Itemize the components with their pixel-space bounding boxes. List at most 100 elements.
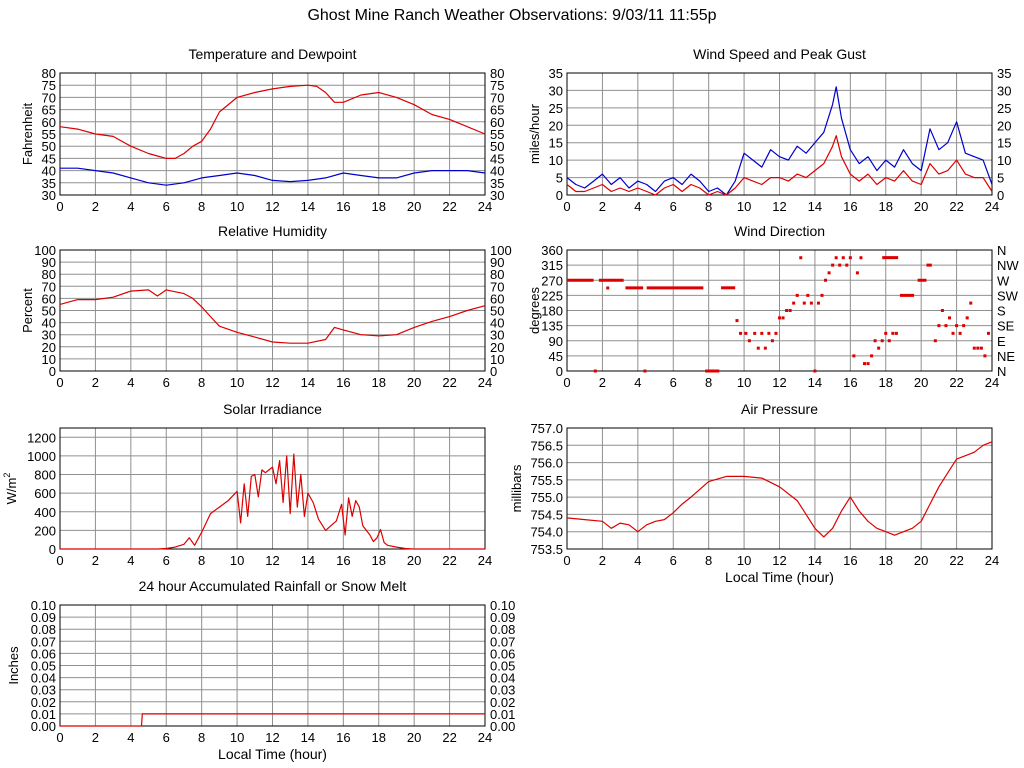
- wind-direction-direction-point: [880, 339, 884, 343]
- humidity-y-axis-label-text: Percent: [20, 288, 35, 333]
- temperature-x-tick-label: 16: [336, 199, 350, 214]
- wind-direction-x-tick-label: 2: [599, 375, 606, 390]
- rainfall-y-tick-label: 0.08: [31, 622, 56, 637]
- humidity-x-tick-label: 0: [56, 375, 63, 390]
- pressure-y-tick-label: 753.5: [530, 542, 563, 557]
- rainfall-y-tick-label: 0.01: [31, 707, 56, 722]
- pressure-x-tick-label: 24: [985, 553, 999, 568]
- wind-direction-frame: [566, 249, 993, 372]
- wind-direction-direction-point: [763, 346, 767, 350]
- temperature-right-tick-label: 65: [490, 103, 504, 118]
- rainfall-right-tick-label: 0.03: [490, 683, 515, 698]
- solar-y-tick-label: 0: [49, 542, 56, 557]
- pressure-x-tick-label: 20: [914, 553, 928, 568]
- humidity-y-tick-label: 40: [42, 316, 56, 331]
- pressure-x-tick-label: 6: [670, 553, 677, 568]
- humidity-x-tick-label: 10: [230, 375, 244, 390]
- wind-speed-series-peak-gust: [566, 86, 993, 196]
- rainfall-series-accumulated-rainfall: [60, 713, 485, 727]
- solar-y-tick-label: 400: [34, 505, 56, 520]
- solar-x-tick-label: 14: [301, 553, 315, 568]
- temperature-x-tick-label: 14: [301, 199, 315, 214]
- rainfall-y-axis-label: Inches: [6, 646, 21, 685]
- solar-title: Solar Irradiance: [223, 401, 322, 417]
- humidity-x-tick-label: 20: [407, 375, 421, 390]
- rainfall-right-tick-label: 0.06: [490, 646, 515, 661]
- wind-direction-direction-point: [863, 362, 866, 366]
- temperature-y-tick-label: 55: [42, 127, 56, 142]
- rainfall-x-tick-label: 4: [127, 730, 134, 745]
- wind-direction-direction-point: [824, 278, 828, 282]
- humidity-right-tick-label: 100: [490, 243, 512, 258]
- pressure-x-tick-label: 16: [843, 553, 857, 568]
- pressure-x-tick-label: 8: [705, 553, 712, 568]
- pressure-y-tick-label: 756.5: [530, 438, 563, 453]
- wind-direction-direction-point: [788, 309, 792, 312]
- humidity-x-tick-label: 8: [198, 375, 205, 390]
- wind-direction-direction-point: [767, 331, 771, 335]
- solar-y-tick-label: 1000: [27, 449, 56, 464]
- wind-direction-right-tick-label: NW: [997, 258, 1019, 273]
- wind-speed-right-tick-label: 0: [997, 188, 1004, 203]
- humidity-title: Relative Humidity: [218, 223, 327, 239]
- wind-direction-x-tick-label: 0: [563, 375, 570, 390]
- wind-direction-direction-point: [866, 362, 870, 366]
- wind-direction-direction-point: [891, 331, 895, 335]
- pressure-x-tick-label: 14: [808, 553, 822, 568]
- wind-direction-direction-point: [983, 354, 987, 358]
- humidity-y-tick-label: 60: [42, 291, 56, 306]
- temperature-x-tick-label: 0: [56, 199, 63, 214]
- wind-direction-y-tick-label: 360: [541, 243, 563, 258]
- solar-x-tick-label: 10: [230, 553, 244, 568]
- solar-x-tick-label: 24: [478, 553, 492, 568]
- wind-direction-direction-point: [816, 301, 820, 305]
- wind-direction-x-tick-label: 14: [808, 375, 822, 390]
- rainfall-x-tick-label: 16: [336, 730, 350, 745]
- wind-speed-x-tick-label: 12: [772, 199, 786, 214]
- temperature-y-axis-label-text: Fahrenheit: [20, 103, 35, 166]
- temperature-x-tick-label: 18: [372, 199, 386, 214]
- pressure-frame: [566, 427, 993, 550]
- temperature-x-tick-label: 12: [265, 199, 279, 214]
- solar-x-tick-label: 18: [372, 553, 386, 568]
- temperature-y-tick-label: 60: [42, 115, 56, 130]
- humidity-y-tick-label: 70: [42, 279, 56, 294]
- rainfall-y-axis-label-text: Inches: [6, 646, 21, 685]
- humidity-right-tick-label: 50: [490, 304, 504, 319]
- rainfall-x-axis-label: Local Time (hour): [218, 746, 327, 762]
- wind-direction-x-tick-label: 20: [914, 375, 928, 390]
- humidity-y-tick-label: 30: [42, 328, 56, 343]
- rainfall-frame: [59, 604, 486, 727]
- pressure-x-tick-label: 0: [563, 553, 570, 568]
- wind-direction-direction-point: [940, 309, 944, 312]
- solar-frame: [59, 427, 486, 550]
- wind-direction-y-tick-label: 45: [549, 349, 563, 364]
- pressure-y-axis-label-text: millibars: [509, 464, 524, 512]
- humidity-y-tick-label: 0: [49, 364, 56, 379]
- wind-direction-direction-point: [774, 331, 778, 335]
- wind-direction-direction-point: [958, 331, 962, 335]
- solar-x-tick-label: 16: [336, 553, 350, 568]
- wind-direction-direction-point: [873, 339, 877, 343]
- wind-speed-right-tick-label: 30: [997, 83, 1011, 98]
- wind-speed-right-tick-label: 20: [997, 118, 1011, 133]
- rainfall-chart: 24 hour Accumulated Rainfall or Snow Mel…: [6, 578, 515, 762]
- wind-speed-x-tick-label: 4: [634, 199, 641, 214]
- rainfall-x-tick-label: 10: [230, 730, 244, 745]
- wind-direction-direction-point: [820, 293, 824, 297]
- wind-direction-right-tick-label: N: [997, 243, 1006, 258]
- rainfall-right-tick-label: 0.04: [490, 671, 515, 686]
- wind-direction-direction-point: [972, 346, 976, 350]
- wind-direction-direction-point: [969, 301, 973, 305]
- wind-speed-x-tick-label: 22: [949, 199, 963, 214]
- humidity-y-tick-label: 20: [42, 340, 56, 355]
- wind-speed-x-tick-label: 16: [843, 199, 857, 214]
- wind-direction-direction-point: [643, 369, 647, 373]
- humidity-x-tick-label: 24: [478, 375, 492, 390]
- wind-direction-right-tick-label: SW: [997, 288, 1019, 303]
- wind-direction-right-tick-label: W: [997, 273, 1010, 288]
- humidity-right-tick-label: 10: [490, 352, 504, 367]
- pressure-y-tick-label: 757.0: [530, 421, 563, 436]
- solar-x-tick-label: 2: [92, 553, 99, 568]
